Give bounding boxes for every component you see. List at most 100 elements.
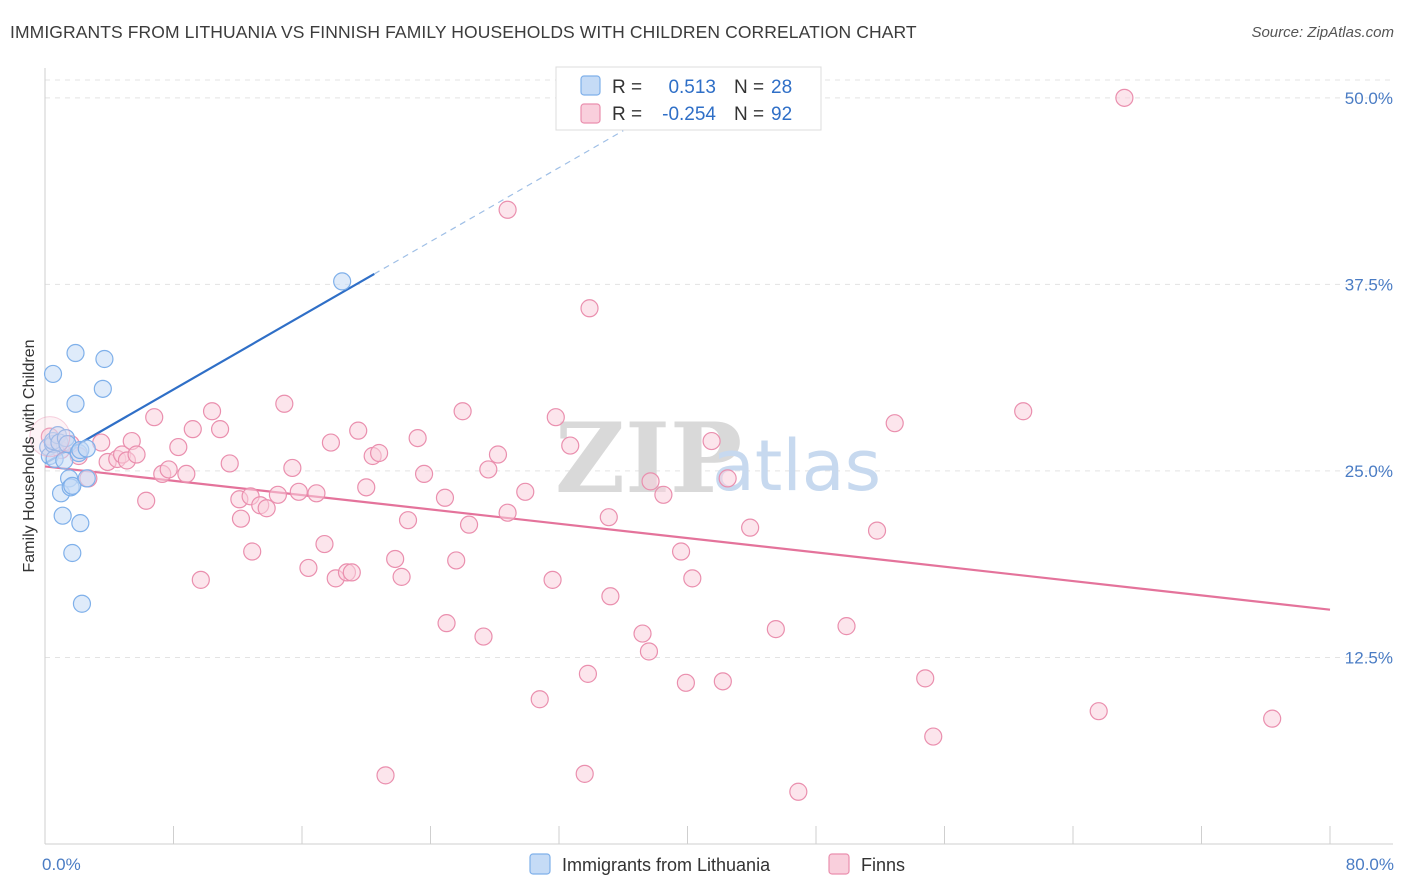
point-finns (546, 408, 565, 427)
point-finns (210, 420, 230, 439)
trend-line-lithuania (44, 272, 375, 465)
point-finns (459, 515, 479, 534)
data-points (29, 88, 1282, 801)
point-finns (183, 420, 202, 439)
legend-n-value-finns: 92 (771, 104, 792, 125)
point-finns (498, 503, 517, 522)
source-label: Source: ZipAtlas.com (1251, 24, 1394, 41)
point-lithuania (77, 469, 96, 488)
point-finns (633, 624, 652, 643)
point-finns (916, 669, 935, 688)
bottom-legend-label-lithuania: Immigrants from Lithuania (562, 855, 771, 875)
bottom-legend-swatch-lithuania (529, 853, 551, 875)
x-tick-labels: 0.0% 80.0% (42, 855, 1394, 874)
y-tick-label: 37.5% (1345, 275, 1393, 294)
y-tick-label: 50.0% (1345, 89, 1393, 108)
point-finns (654, 485, 673, 504)
point-finns (349, 421, 368, 440)
y-tick-labels: 12.5% 25.0% 37.5% 50.0% (1345, 89, 1393, 668)
point-finns (376, 766, 395, 785)
point-finns (1089, 702, 1108, 721)
point-finns (639, 642, 659, 661)
point-finns (321, 433, 341, 452)
legend-r-value-finns: -0.254 (662, 104, 716, 125)
point-finns (530, 690, 549, 709)
point-finns (169, 437, 188, 457)
point-finns (177, 464, 196, 484)
legend-n-value-lithuania: 28 (771, 77, 792, 98)
point-finns (479, 460, 498, 479)
point-finns (683, 569, 702, 588)
point-finns (283, 458, 302, 478)
point-lithuania (66, 394, 85, 413)
point-finns (1115, 88, 1134, 107)
point-finns (766, 620, 785, 639)
point-finns (488, 445, 508, 464)
point-finns (498, 200, 517, 219)
point-finns (516, 482, 535, 501)
point-lithuania (95, 349, 114, 369)
bottom-legend-swatch-finns (828, 853, 850, 875)
point-finns (159, 460, 178, 479)
point-finns (145, 408, 164, 427)
point-finns (885, 414, 904, 433)
y-tick-label: 12.5% (1345, 648, 1393, 667)
point-finns (202, 402, 222, 421)
point-finns (575, 764, 594, 783)
chart-title: IMMIGRANTS FROM LITHUANIA VS FINNISH FAM… (10, 22, 917, 42)
trend-line-finns (44, 465, 1331, 611)
x-tick-label-min: 0.0% (42, 855, 81, 874)
legend-top: R = 0.513 N = 28 R = -0.254 N = 92 (555, 66, 822, 131)
trend-lines (44, 130, 1331, 611)
point-lithuania (66, 343, 85, 363)
point-finns (357, 478, 376, 497)
point-finns (713, 672, 732, 691)
point-finns (307, 484, 326, 503)
point-finns-large (29, 416, 71, 458)
point-finns (243, 542, 262, 561)
point-finns (474, 627, 493, 646)
point-lithuania (63, 543, 82, 563)
legend-n-label-finns: N = (734, 104, 764, 125)
point-finns (789, 782, 808, 801)
point-finns (231, 509, 251, 528)
legend-n-label-lithuania: N = (734, 77, 764, 98)
point-finns (702, 431, 721, 451)
point-lithuania (77, 439, 96, 458)
point-lithuania (71, 514, 90, 533)
point-finns (398, 511, 418, 530)
y-axis-title: Family Households with Children (21, 340, 38, 573)
point-finns (741, 518, 760, 537)
point-finns (1263, 709, 1282, 728)
point-finns (127, 445, 146, 464)
point-finns (370, 443, 389, 463)
watermark-zip: ZIP (555, 402, 742, 515)
point-finns (641, 472, 660, 491)
point-finns (268, 485, 288, 504)
point-finns (299, 558, 318, 578)
legend-r-label-finns: R = (612, 104, 642, 125)
point-lithuania (63, 476, 82, 495)
trend-line-extension-lithuania (373, 130, 624, 275)
watermark: ZIP atlas (555, 402, 881, 515)
point-finns (275, 394, 294, 413)
legend-r-value-lithuania: 0.513 (668, 77, 716, 98)
point-lithuania (333, 272, 352, 291)
point-finns (580, 299, 599, 318)
point-finns (435, 488, 455, 507)
point-finns (447, 551, 466, 570)
point-finns (676, 673, 695, 692)
grid-lines (45, 79, 1393, 658)
point-finns (924, 727, 943, 746)
point-finns (257, 499, 276, 518)
point-finns (408, 428, 427, 448)
bottom-legend-label-finns: Finns (861, 855, 905, 875)
point-lithuania (93, 379, 112, 398)
point-finns (718, 469, 737, 488)
point-finns (414, 464, 434, 484)
point-finns (601, 587, 620, 606)
point-lithuania (72, 594, 92, 613)
point-finns (386, 549, 405, 569)
point-finns (453, 402, 472, 421)
